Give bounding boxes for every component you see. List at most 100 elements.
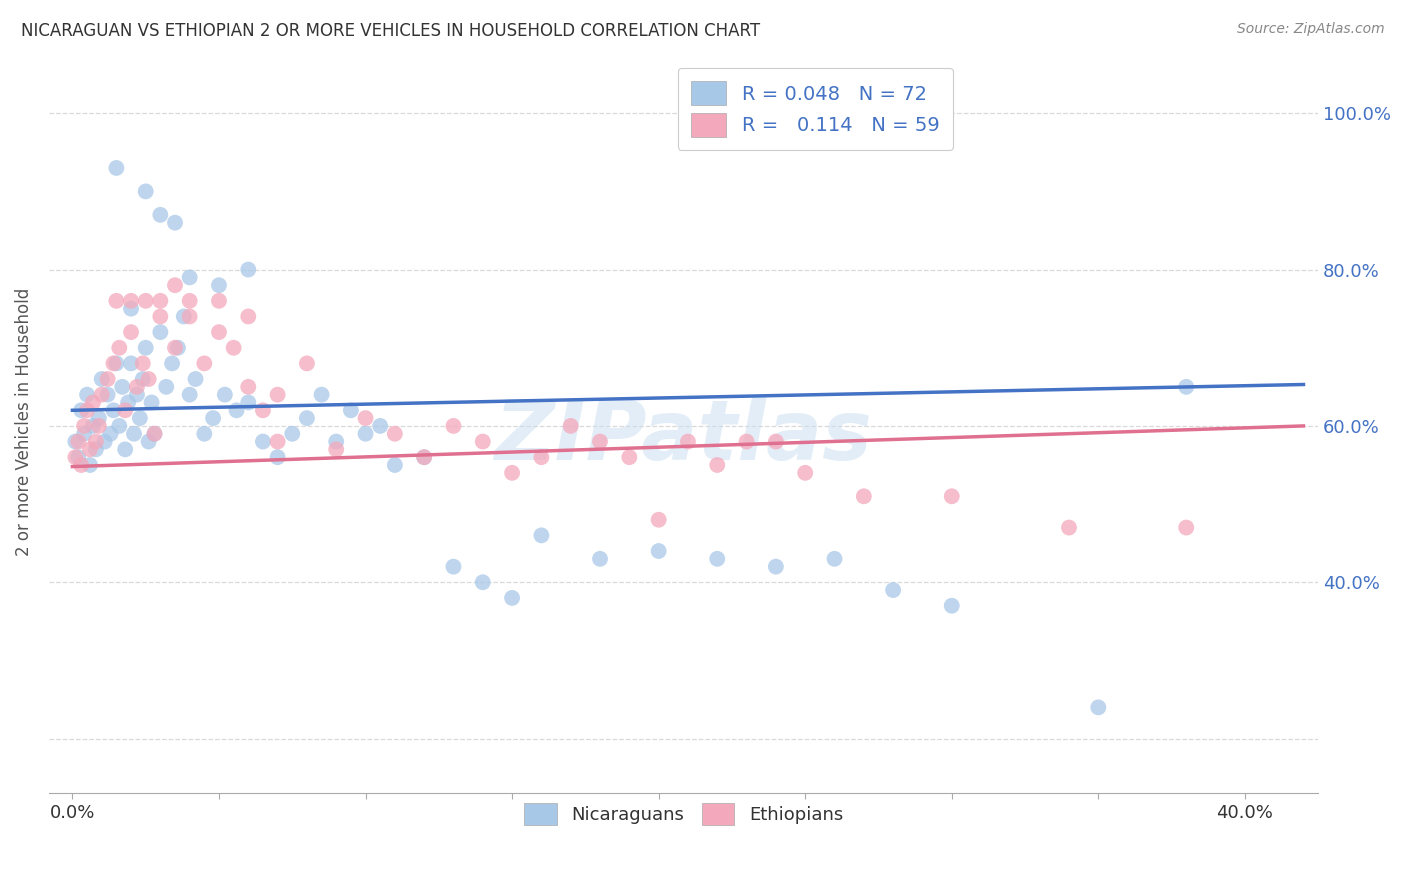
Point xyxy=(108,341,131,355)
Point xyxy=(173,310,195,324)
Y-axis label: 2 or more Vehicles in Household: 2 or more Vehicles in Household xyxy=(15,288,32,556)
Point xyxy=(82,395,104,409)
Point xyxy=(266,387,288,401)
Point xyxy=(530,528,553,542)
Point xyxy=(325,442,347,457)
Point xyxy=(163,216,186,230)
Point xyxy=(100,426,122,441)
Point xyxy=(149,325,172,339)
Point xyxy=(138,434,160,449)
Point xyxy=(103,356,125,370)
Point xyxy=(222,341,245,355)
Point xyxy=(163,278,186,293)
Point xyxy=(354,426,377,441)
Point xyxy=(114,442,136,457)
Point xyxy=(589,551,612,566)
Point xyxy=(90,372,112,386)
Point xyxy=(120,301,142,316)
Point xyxy=(179,270,201,285)
Point xyxy=(76,403,98,417)
Point xyxy=(1057,520,1080,534)
Point xyxy=(941,599,963,613)
Point xyxy=(79,442,101,457)
Point xyxy=(73,426,96,441)
Point xyxy=(67,434,90,449)
Point xyxy=(325,434,347,449)
Point xyxy=(65,434,87,449)
Point xyxy=(135,293,157,308)
Point xyxy=(238,262,260,277)
Point xyxy=(214,387,236,401)
Point xyxy=(122,426,145,441)
Point xyxy=(125,380,148,394)
Point xyxy=(103,403,125,417)
Point xyxy=(225,403,247,417)
Point xyxy=(111,380,134,394)
Point xyxy=(384,426,406,441)
Point xyxy=(1175,380,1198,394)
Point xyxy=(93,434,115,449)
Point xyxy=(163,341,186,355)
Point xyxy=(765,559,787,574)
Point xyxy=(84,442,107,457)
Point xyxy=(149,293,172,308)
Point xyxy=(143,426,166,441)
Point xyxy=(368,418,391,433)
Point xyxy=(125,387,148,401)
Point xyxy=(413,450,436,465)
Point xyxy=(384,458,406,472)
Point xyxy=(143,426,166,441)
Point xyxy=(155,380,177,394)
Point xyxy=(135,341,157,355)
Point xyxy=(149,208,172,222)
Point xyxy=(202,411,225,425)
Point xyxy=(252,434,274,449)
Point xyxy=(97,387,120,401)
Point xyxy=(295,356,318,370)
Point xyxy=(90,387,112,401)
Point xyxy=(114,403,136,417)
Point xyxy=(141,395,163,409)
Point xyxy=(281,426,304,441)
Point xyxy=(73,418,96,433)
Point xyxy=(65,450,87,465)
Point xyxy=(70,458,93,472)
Point xyxy=(117,395,139,409)
Point xyxy=(208,293,231,308)
Point xyxy=(941,489,963,503)
Point xyxy=(84,434,107,449)
Point xyxy=(105,293,128,308)
Point xyxy=(132,356,155,370)
Point xyxy=(1087,700,1109,714)
Point xyxy=(471,434,494,449)
Point xyxy=(179,387,201,401)
Point xyxy=(647,513,669,527)
Point xyxy=(706,551,728,566)
Point xyxy=(443,559,465,574)
Point xyxy=(79,458,101,472)
Point xyxy=(676,434,699,449)
Point xyxy=(471,575,494,590)
Point xyxy=(589,434,612,449)
Point xyxy=(120,325,142,339)
Point xyxy=(193,426,215,441)
Point xyxy=(560,418,582,433)
Point xyxy=(87,411,110,425)
Point xyxy=(501,591,523,605)
Point xyxy=(97,372,120,386)
Point xyxy=(252,403,274,417)
Point xyxy=(208,325,231,339)
Legend: Nicaraguans, Ethiopians: Nicaraguans, Ethiopians xyxy=(513,793,853,837)
Point xyxy=(179,310,201,324)
Point xyxy=(82,418,104,433)
Point xyxy=(184,372,207,386)
Point xyxy=(167,341,190,355)
Point xyxy=(647,544,669,558)
Point xyxy=(120,356,142,370)
Point xyxy=(193,356,215,370)
Point xyxy=(765,434,787,449)
Point xyxy=(138,372,160,386)
Point xyxy=(76,387,98,401)
Point xyxy=(311,387,333,401)
Point xyxy=(824,551,846,566)
